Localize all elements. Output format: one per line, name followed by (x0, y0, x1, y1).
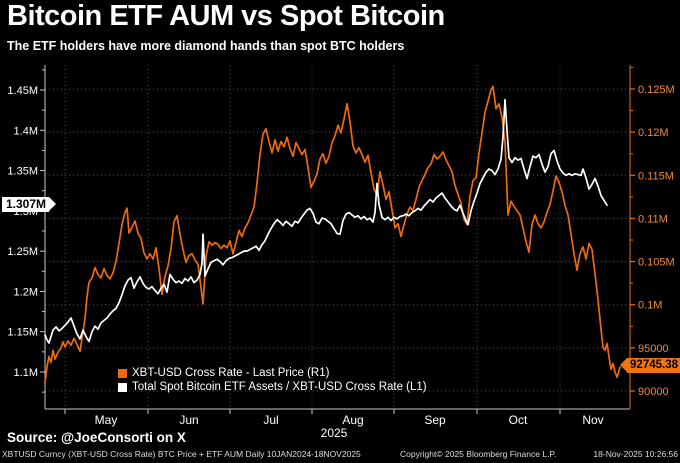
chart-legend: XBT-USD Cross Rate - Last Price (R1) Tot… (118, 366, 427, 394)
left-axis-tick-label: 1.45M (7, 85, 38, 97)
legend-item-btc-price[interactable]: XBT-USD Cross Rate - Last Price (R1) (118, 366, 427, 380)
right-axis-tick-label: 95000 (638, 343, 669, 355)
btc-price-line (44, 85, 621, 384)
left-axis-tick-label: 1.2M (14, 286, 38, 298)
right-axis-tick-label: 0.1M (638, 300, 662, 312)
right-axis-tick-label: 0.125M (638, 84, 675, 96)
x-axis-month-label: Jun (179, 413, 198, 427)
chart-title: Bitcoin ETF AUM vs Spot Bitcoin (7, 0, 445, 32)
legend-label: XBT-USD Cross Rate - Last Price (R1) (132, 367, 330, 379)
footer-smallprint: XBTUSD Curncy (XBT-USD Cross Rate) BTC P… (0, 449, 680, 461)
source-credit: Source: @JoeConsorti on X (7, 430, 186, 445)
right-axis-tick-label: 90000 (638, 386, 669, 398)
right-axis-last-value-badge: 92745.38 (620, 358, 680, 373)
x-axis-month-label: Jul (263, 413, 278, 427)
chart-subtitle: The ETF holders have more diamond hands … (7, 39, 405, 53)
etf-aum-line (44, 98, 608, 344)
left-axis-tick-label: 1.35M (7, 166, 38, 178)
x-axis-year-label: 2025 (321, 426, 348, 440)
footer-timestamp: 18-Nov-2025 10:26:56 (593, 449, 678, 459)
x-axis-month-label: May (95, 413, 118, 427)
left-axis-tick-label: 1.15M (7, 327, 38, 339)
footer-description: XBTUSD Curncy (XBT-USD Cross Rate) BTC P… (2, 449, 361, 459)
left-axis-tick-label: 1.4M (14, 125, 38, 137)
left-axis-tick-label: 1.1M (14, 367, 38, 379)
right-axis-tick-label: 0.115M (638, 170, 674, 182)
right-axis-tick-label: 0.105M (638, 257, 675, 269)
right-axis-tick-label: 0.12M (638, 127, 669, 139)
x-axis-month-label: Aug (342, 413, 363, 427)
legend-label: Total Spot Bitcoin ETF Assets / XBT-USD … (132, 381, 427, 393)
x-axis-month-label: Oct (509, 413, 528, 427)
right-axis-tick-label: 0.11M (638, 213, 668, 225)
white-series-swatch-icon (118, 382, 127, 392)
left-axis-last-value-badge: 1.307M (2, 197, 57, 212)
x-axis-month-label: Nov (582, 413, 603, 427)
x-axis-month-label: Sep (424, 413, 446, 427)
left-axis-tick-label: 1.25M (7, 246, 38, 258)
footer-copyright: Copyright© 2025 Bloomberg Finance L.P. (400, 449, 557, 459)
legend-item-etf-aum[interactable]: Total Spot Bitcoin ETF Assets / XBT-USD … (118, 380, 427, 394)
orange-series-swatch-icon (118, 368, 127, 378)
